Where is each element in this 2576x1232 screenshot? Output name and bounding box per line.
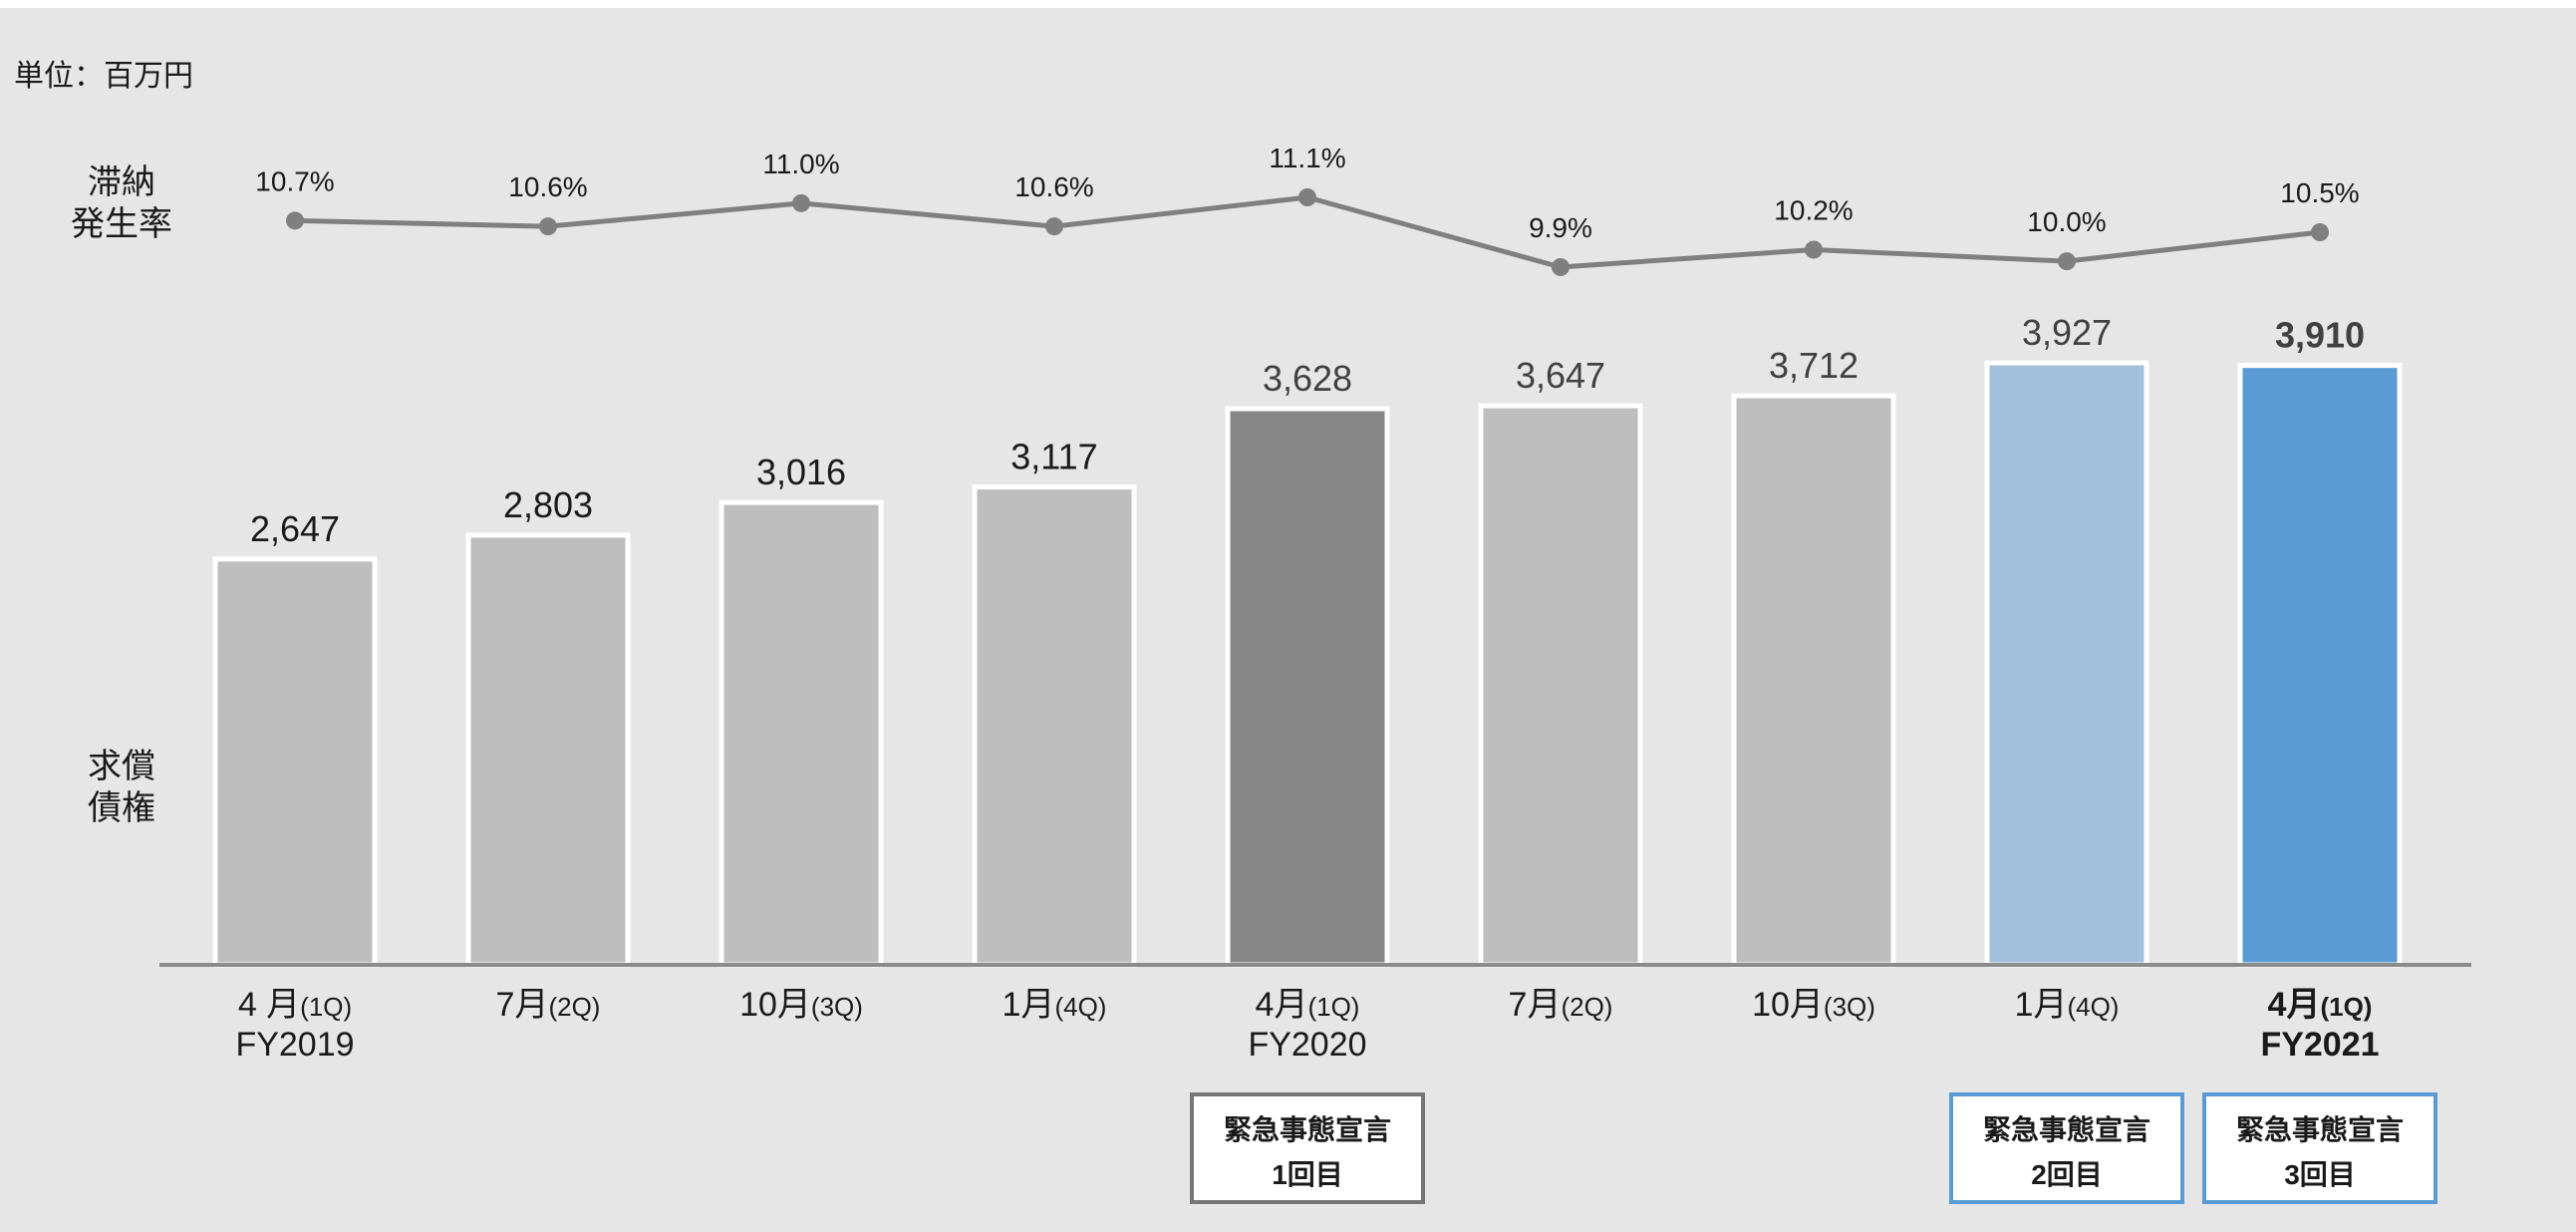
rate-point bbox=[1298, 188, 1316, 206]
bar bbox=[1984, 360, 2149, 968]
rate-line-layer: 10.7% 10.6% 11.0% 10.6% 11.1% 9.9% 10.2% 10.0% 1… bbox=[255, 143, 2360, 276]
event-box-count: 2回目 bbox=[2031, 1159, 2103, 1190]
event-box-count: 3回目 bbox=[2284, 1159, 2356, 1190]
rate-point bbox=[1805, 240, 1823, 259]
rate-value-label: 10.7% bbox=[255, 165, 334, 196]
rate-point bbox=[2058, 252, 2076, 271]
bar bbox=[1225, 406, 1390, 968]
bar-value-label: 3,927 bbox=[2022, 312, 2112, 353]
x-tick-label: 10月(3Q) bbox=[1752, 986, 1875, 1024]
bar-value-label: 3,712 bbox=[1769, 345, 1859, 386]
rate-value-label: 10.6% bbox=[1014, 171, 1093, 202]
event-box-title: 緊急事態宣言 bbox=[1224, 1113, 1391, 1145]
x-tick-label: 7月(2Q) bbox=[496, 986, 601, 1024]
rate-value-label: 11.1% bbox=[1269, 143, 1345, 173]
bar-value-label: 3,910 bbox=[2275, 315, 2365, 356]
rate-point bbox=[286, 211, 304, 230]
x-tick-label: 10月(3Q) bbox=[739, 986, 863, 1024]
event-box-title: 緊急事態宣言 bbox=[1983, 1113, 2150, 1145]
rate-value-label: 10.5% bbox=[2280, 177, 2359, 208]
rate-point bbox=[792, 193, 810, 212]
rate-value-label: 10.0% bbox=[2027, 206, 2106, 237]
bar-value-label: 2,803 bbox=[503, 484, 593, 525]
x-tick-label: 4月(1Q) bbox=[1256, 986, 1360, 1024]
event-box bbox=[1949, 1092, 2184, 1204]
bar bbox=[718, 499, 884, 968]
bar-value-label: 3,117 bbox=[1010, 437, 1097, 477]
chart-area: 単位：百万円 滞納 発生率 求償 債権 2,647 2,803 3,016 3,117… bbox=[0, 8, 2576, 1232]
unit-label: 単位：百万円 bbox=[14, 60, 193, 93]
bar-axis-label-line1: 求償 bbox=[88, 748, 155, 785]
rate-point bbox=[2311, 223, 2329, 241]
rate-axis-label-line2: 発生率 bbox=[71, 205, 172, 243]
rate-axis-label-line1: 滞納 bbox=[88, 163, 155, 201]
event-box-count: 1回目 bbox=[1272, 1159, 1343, 1190]
x-tick-label: 1月(4Q) bbox=[1002, 986, 1107, 1024]
bars-layer: 2,647 2,803 3,016 3,117 3,628 3,647 3,712 3,927… bbox=[212, 312, 2403, 968]
rate-line bbox=[294, 194, 2321, 270]
x-tick-label: 4 月(1Q) bbox=[238, 986, 352, 1024]
bar bbox=[1731, 393, 1896, 968]
bar-axis-label-line2: 債権 bbox=[88, 789, 155, 827]
fiscal-year-label: FY2020 bbox=[1248, 1026, 1366, 1064]
x-tick-label: 4月(1Q) bbox=[2268, 986, 2373, 1024]
bar bbox=[212, 556, 378, 968]
bar bbox=[2237, 363, 2403, 968]
chart-svg: 単位：百万円 滞納 発生率 求償 債権 2,647 2,803 3,016 3,117… bbox=[14, 60, 2471, 1204]
rate-point bbox=[1045, 217, 1063, 236]
rate-value-label: 9.9% bbox=[1529, 212, 1592, 243]
rate-value-label: 10.6% bbox=[508, 171, 587, 202]
bar-value-label: 2,647 bbox=[250, 508, 340, 549]
x-tick-label: 7月(2Q) bbox=[1509, 986, 1613, 1024]
event-boxes-layer: 緊急事態宣言 1回目 緊急事態宣言 2回目 緊急事態宣言 3回目 bbox=[1190, 1092, 2437, 1204]
bar bbox=[972, 484, 1137, 968]
bar-value-label: 3,647 bbox=[1516, 355, 1605, 396]
rate-point bbox=[539, 217, 557, 236]
event-box bbox=[1190, 1092, 1425, 1204]
event-box bbox=[2202, 1092, 2437, 1204]
rate-value-label: 10.2% bbox=[1774, 195, 1853, 226]
event-box-title: 緊急事態宣言 bbox=[2236, 1113, 2404, 1145]
rate-point bbox=[1552, 258, 1570, 276]
fiscal-year-label: FY2019 bbox=[235, 1026, 354, 1064]
bar bbox=[1478, 403, 1643, 968]
x-tick-label: 1月(4Q) bbox=[2015, 986, 2120, 1024]
bar-value-label: 3,628 bbox=[1263, 358, 1352, 399]
bar-value-label: 3,016 bbox=[756, 452, 846, 492]
fiscal-year-label: FY2021 bbox=[2260, 1026, 2379, 1064]
rate-value-label: 11.0% bbox=[762, 149, 839, 179]
bar bbox=[465, 532, 631, 968]
